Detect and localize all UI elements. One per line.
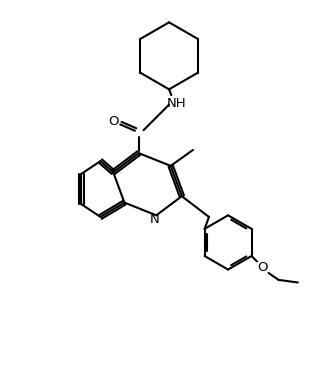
Text: N: N [150, 213, 160, 226]
Text: NH: NH [167, 96, 187, 110]
Text: O: O [108, 115, 118, 128]
Text: O: O [257, 261, 268, 274]
